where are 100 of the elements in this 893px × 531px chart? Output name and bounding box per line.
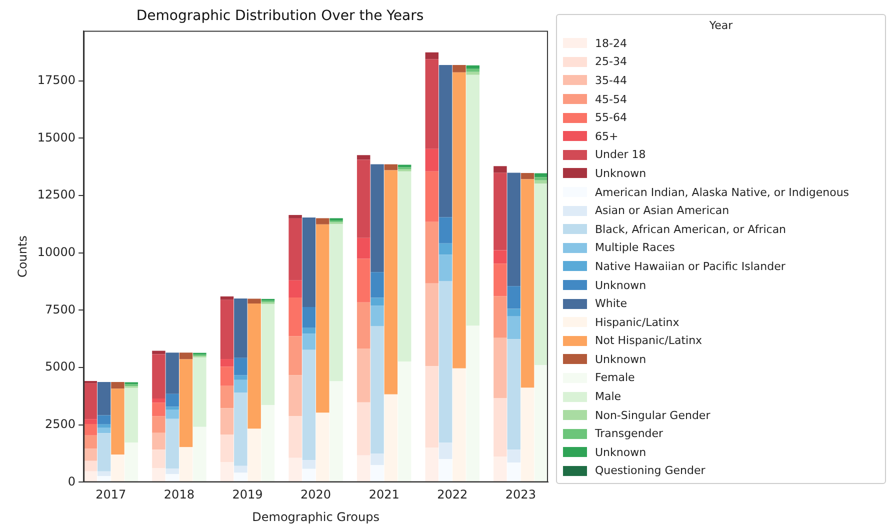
bar: [494, 338, 507, 398]
bar: [302, 218, 316, 307]
bar: [220, 386, 234, 408]
bar: [507, 462, 520, 482]
bar: [507, 450, 520, 462]
legend-label: Black, African American, or African: [595, 222, 786, 236]
bar: [356, 455, 370, 482]
bar: [370, 454, 384, 465]
bar: [452, 72, 466, 368]
bar: [193, 357, 206, 427]
bar: [288, 280, 302, 298]
bar: [234, 358, 248, 376]
bar: [494, 166, 507, 173]
legend-label: 18-24: [595, 36, 627, 50]
legend-label: Male: [595, 390, 622, 404]
bar: [494, 456, 507, 482]
bar: [261, 304, 275, 406]
bar: [520, 179, 534, 388]
bar: [356, 238, 370, 259]
bar: [316, 218, 330, 224]
bar: [438, 254, 452, 282]
bar: [370, 298, 384, 306]
bar: [302, 334, 316, 350]
bar: [438, 459, 452, 482]
bar: [370, 164, 384, 272]
bar: [466, 68, 480, 72]
bar: [166, 468, 179, 474]
bar: [97, 382, 111, 416]
bar: [234, 298, 248, 358]
y-tick-label: 5000: [45, 360, 76, 374]
bar: [234, 380, 248, 393]
bar: [220, 434, 234, 462]
bar: [438, 281, 452, 443]
bar: [494, 264, 507, 296]
x-tick-label: 2018: [164, 488, 194, 502]
bar: [438, 217, 452, 244]
bar: [438, 243, 452, 255]
bar: [356, 160, 370, 238]
legend-label: Transgender: [595, 427, 664, 440]
x-tick-label: 2021: [368, 488, 400, 502]
bar: [111, 382, 124, 389]
bar: [302, 468, 316, 482]
bar: [316, 224, 330, 413]
bar: [356, 348, 370, 402]
bar: [234, 472, 248, 482]
x-tick-label: 2023: [505, 488, 536, 502]
bar: [356, 155, 370, 160]
x-tick-label: 2020: [300, 488, 332, 502]
y-tick-label: 0: [68, 474, 76, 488]
x-tick-label: 2019: [232, 488, 263, 502]
y-tick-label: 12500: [37, 188, 76, 202]
bar: [288, 214, 302, 218]
y-tick-label: 7500: [45, 302, 76, 316]
bar: [288, 458, 302, 482]
bar: [425, 52, 439, 60]
x-tick-label: 2022: [437, 488, 468, 502]
y-tick-label: 2500: [45, 416, 76, 431]
legend-label: Under 18: [595, 148, 646, 162]
bar: [466, 65, 480, 69]
legend-label: Asian or Asian American: [595, 204, 730, 218]
legend-label: Unknown: [595, 352, 646, 366]
legend-label: 55-64: [595, 111, 627, 124]
bar: [384, 170, 398, 394]
bar: [356, 258, 370, 302]
bar: [248, 304, 261, 429]
legend-label: Questioning Gender: [595, 464, 706, 478]
bar: [507, 308, 520, 316]
bar: [425, 283, 439, 366]
bar: [370, 326, 384, 454]
bar: [152, 402, 166, 416]
y-tick-label: 17500: [37, 72, 76, 87]
bar: [166, 406, 179, 410]
x-tick-label: 2017: [96, 488, 126, 502]
bar: [288, 375, 302, 416]
legend-label: Non-Singular Gender: [595, 408, 710, 422]
bar: [166, 418, 179, 469]
bar: [166, 474, 179, 482]
bar: [356, 302, 370, 348]
y-axis-title: Counts: [15, 236, 30, 278]
bar: [152, 450, 166, 468]
bar: [97, 428, 111, 434]
bar: [248, 298, 261, 304]
bar: [166, 352, 179, 394]
bar: [438, 64, 452, 218]
bar: [179, 359, 193, 448]
bar: [398, 164, 412, 168]
legend-label: Hispanic/Latinx: [595, 316, 680, 329]
bar: [302, 350, 316, 460]
bar: [97, 433, 111, 472]
x-axis-title: Demographic Groups: [252, 510, 380, 524]
bar: [494, 250, 507, 264]
bar: [302, 328, 316, 334]
y-tick-label: 15000: [37, 130, 76, 144]
bar: [97, 424, 111, 428]
bar: [494, 398, 507, 457]
bar: [288, 298, 302, 336]
bar: [220, 366, 234, 386]
legend-label: 45-54: [595, 92, 627, 106]
legend-label: 25-34: [595, 55, 627, 68]
y-tick-label: 10000: [37, 244, 76, 259]
